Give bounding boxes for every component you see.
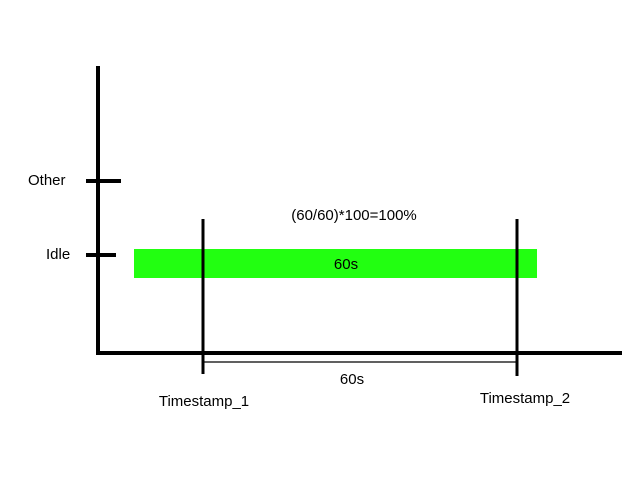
idle-bar (134, 249, 537, 278)
y-label-idle: Idle (46, 246, 70, 263)
idle-bar-label: 60s (334, 256, 358, 273)
formula-text: (60/60)*100=100% (291, 207, 417, 224)
timestamp-1-label: Timestamp_1 (159, 393, 249, 410)
interval-label: 60s (340, 371, 364, 388)
timestamp-2-label: Timestamp_2 (480, 390, 570, 407)
y-label-other: Other (28, 172, 66, 189)
